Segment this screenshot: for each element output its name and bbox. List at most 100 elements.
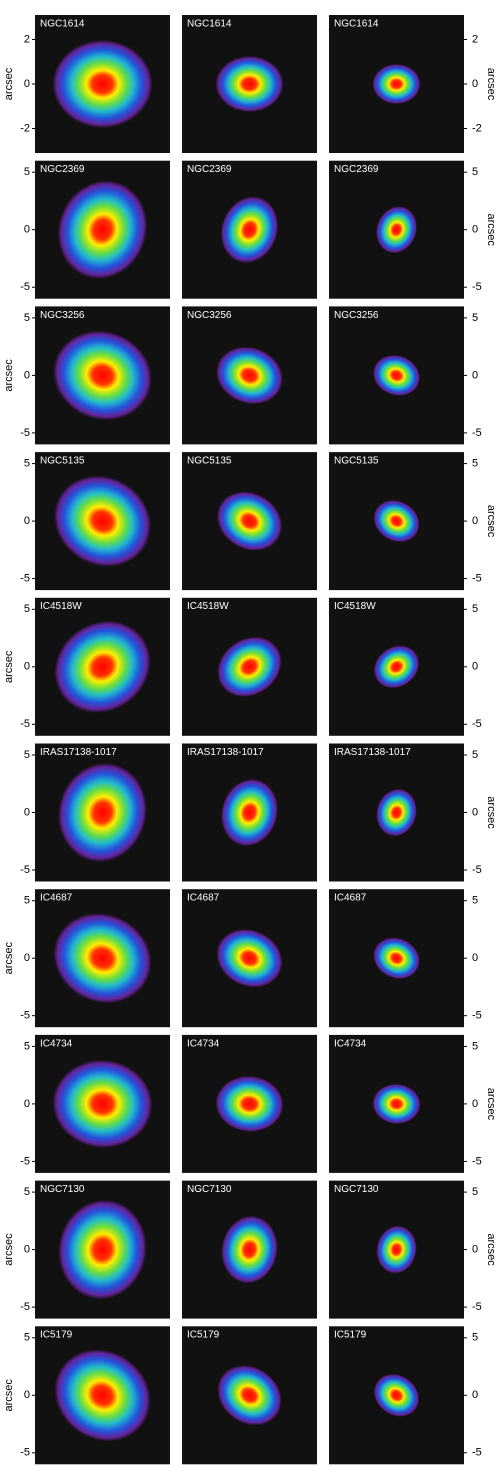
y-tick-label: 0 [24,1244,30,1256]
emission-blob [373,937,420,979]
y-tick-label: -5 [472,573,482,585]
y-tick-label: 5 [24,312,30,324]
y-tick-label: 5 [24,166,30,178]
y-axis-label: arcsec [3,359,15,392]
y-axis-label: arcsec [3,67,15,100]
emission-blob [372,1083,421,1124]
y-tick-label: 5 [472,1040,478,1052]
emission-blob [57,180,148,280]
y-tick-label: -2 [20,122,30,134]
panel-label: IRAS17138-1017 [187,747,264,758]
y-tick-label: -5 [20,1301,30,1313]
emission-blob [215,1075,284,1132]
emission-blob [217,636,282,697]
y-tick-label: 5 [472,1186,478,1198]
y-tick-label: 5 [472,166,478,178]
y-axis-label: arcsec [3,942,15,975]
y-tick-label: 0 [24,515,30,527]
panel-label: NGC5135 [187,456,232,467]
y-tick-label: 0 [472,78,478,90]
emission-blob [373,500,420,543]
emission-blob [220,196,279,264]
y-tick-label: -5 [472,1155,482,1167]
y-tick-label: 5 [24,1040,30,1052]
y-tick-label: -5 [20,718,30,730]
panel-label: NGC2369 [187,164,232,175]
y-tick-label: -5 [472,864,482,876]
y-tick-label: 0 [24,1098,30,1110]
y-tick-label: 5 [24,749,30,761]
y-tick-label: -5 [20,281,30,293]
y-tick-label: 0 [472,1389,478,1401]
y-tick-label: 5 [472,749,478,761]
panel-label: IC4518W [40,601,82,612]
panel-label: IRAS17138-1017 [334,747,411,758]
panel-label: IC4518W [187,601,229,612]
emission-blob [53,913,152,1004]
y-tick-label: 5 [472,603,478,615]
y-axis-label: arcsec [3,1379,15,1412]
y-tick-label: -5 [20,1010,30,1022]
emission-blob [373,645,420,689]
y-tick-label: 0 [472,952,478,964]
emission-blob [54,620,151,713]
panel-label: NGC3256 [40,310,85,321]
emission-blob [216,929,283,988]
panel-label: IC4734 [40,1038,73,1049]
panel-label: NGC2369 [40,164,85,175]
emission-blob [52,40,153,128]
y-tick-label: -5 [20,427,30,439]
emission-blob [216,491,283,551]
y-tick-label: 0 [24,78,30,90]
y-tick-label: 2 [472,33,478,45]
y-tick-label: -5 [20,573,30,585]
y-tick-label: 5 [24,458,30,470]
y-tick-label: 0 [472,806,478,818]
y-tick-label: 5 [24,1186,30,1198]
panel-label: NGC1614 [40,18,85,29]
y-axis-label: arcsec [485,68,497,101]
y-tick-label: -5 [472,1301,482,1313]
y-tick-label: -5 [472,281,482,293]
y-tick-label: 5 [24,895,30,907]
panel-label: NGC7130 [187,1184,232,1195]
emission-blob [221,1215,278,1284]
emission-blob [221,778,278,847]
panel-label: IC4518W [334,601,376,612]
y-axis-label: arcsec [3,1233,15,1266]
panel-label: IC4687 [187,893,220,904]
emission-blob [58,1199,147,1300]
emission-blob [376,1225,417,1274]
panel-label: IC5179 [334,1330,367,1341]
y-axis-label: arcsec [3,650,15,683]
panel-label: NGC1614 [187,18,232,29]
y-tick-label: 0 [472,1098,478,1110]
panel-label: NGC2369 [334,164,379,175]
emission-blob [376,788,417,837]
y-tick-label: 5 [24,603,30,615]
y-axis-label: arcsec [485,213,497,246]
y-tick-label: -5 [472,1447,482,1459]
emission-blob [53,475,152,567]
y-tick-label: 5 [24,1332,30,1344]
emission-blob [58,762,147,863]
y-axis-label: arcsec [485,505,497,538]
y-tick-label: -5 [20,864,30,876]
y-tick-label: 0 [472,1244,478,1256]
panel-label: NGC5135 [40,456,85,467]
y-tick-label: -5 [472,1010,482,1022]
panel-label: IC4687 [334,893,367,904]
panel-label: IC5179 [187,1330,220,1341]
emission-blob [215,56,284,112]
y-axis-label: arcsec [485,1088,497,1121]
y-tick-label: 0 [472,224,478,236]
panel-label: IRAS17138-1017 [40,747,117,758]
y-tick-label: 5 [472,1332,478,1344]
y-tick-label: 0 [472,515,478,527]
y-tick-label: -2 [472,122,482,134]
y-tick-label: 0 [24,806,30,818]
y-tick-label: -5 [20,1155,30,1167]
y-tick-label: 0 [24,369,30,381]
panel-label: NGC5135 [334,456,379,467]
